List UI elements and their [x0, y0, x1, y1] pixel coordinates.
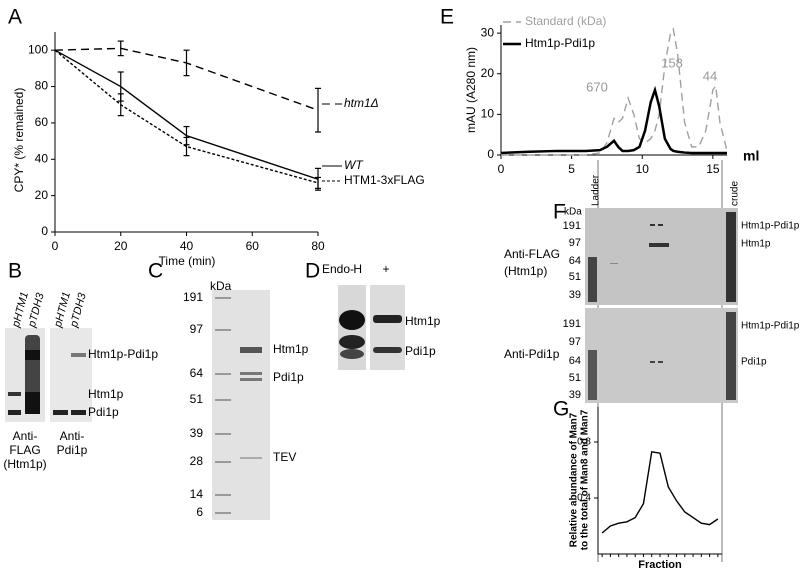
lane-label: +: [382, 262, 389, 276]
series-line: [54, 49, 319, 184]
antibody-label: FLAG: [9, 443, 40, 457]
marker-label: 28: [190, 454, 204, 468]
annotation: 44: [703, 68, 717, 83]
band-label: Pdi1p: [273, 370, 304, 384]
marker-label: 39: [569, 289, 581, 301]
x-axis-label: ml: [743, 148, 759, 164]
series-line: [54, 49, 319, 180]
band-label: Htm1p: [88, 387, 124, 401]
marker-label: 97: [569, 336, 581, 348]
y-tick-label: 30: [481, 25, 495, 39]
gel-c: [212, 290, 270, 520]
legend-label: Standard (kDa): [525, 14, 606, 28]
marker-label: 64: [569, 355, 581, 367]
unit-label: kDa: [564, 207, 582, 218]
y-axis-label: mAU (A280 nm): [464, 47, 478, 133]
y-tick-label: 40: [35, 151, 49, 165]
band-label: Htm1p-Pdi1p: [741, 321, 800, 332]
antibody-label: Anti-FLAG: [504, 247, 560, 261]
lane-label: crude: [730, 181, 741, 206]
antibody-label: Anti-: [60, 429, 85, 443]
series-label: WT: [344, 158, 364, 172]
antibody-label: Anti-Pdi1p: [504, 347, 560, 361]
y-tick-label: 0.4: [577, 493, 591, 504]
y-tick-label: 100: [28, 42, 48, 56]
band-label: Pdi1p: [88, 405, 119, 419]
series-line: [601, 450, 719, 534]
series-label: htm1Δ: [344, 96, 379, 110]
marker-label: 191: [563, 318, 581, 330]
marker-label: 64: [190, 366, 204, 380]
band-label: Htm1p: [741, 239, 771, 250]
antibody-label: (Htm1p): [3, 457, 46, 471]
x-tick-label: 40: [180, 239, 194, 253]
unit-label: kDa: [210, 279, 232, 293]
x-axis-label: Fraction: [638, 559, 682, 571]
panel-label: B: [8, 260, 22, 283]
marker-label: 97: [190, 322, 204, 336]
x-tick-label: 10: [636, 162, 650, 176]
band-label: Htm1p-Pdi1p: [88, 347, 158, 361]
antibody-label: Anti-: [13, 429, 38, 443]
gel-b: [5, 328, 92, 422]
marker-label: 191: [183, 290, 203, 304]
legend-label: Htm1p-Pdi1p: [525, 36, 595, 50]
y-tick-label: 10: [481, 107, 495, 121]
antibody-label: Pdi1p: [57, 443, 88, 457]
y-axis-label: to the total of Man8 and Man7: [580, 409, 591, 550]
y-tick-label: 20: [481, 66, 495, 80]
marker-label: 14: [190, 487, 204, 501]
x-tick-label: 20: [114, 239, 128, 253]
x-tick-label: 80: [311, 239, 325, 253]
y-tick-label: 20: [35, 188, 49, 202]
x-tick-label: 0: [52, 239, 59, 253]
band-label: Pdi1p: [741, 357, 767, 368]
gel-f: [585, 208, 738, 403]
y-axis-label: Relative abundance of Man7: [569, 412, 580, 547]
x-tick-label: 15: [706, 162, 720, 176]
marker-label: 64: [569, 255, 581, 267]
marker-label: 51: [569, 271, 581, 283]
series-line: [54, 47, 319, 111]
panel-label: E: [440, 6, 454, 29]
series-line: [500, 85, 727, 155]
y-tick-label: 0: [487, 147, 494, 161]
y-tick-label: 80: [35, 79, 49, 93]
marker-label: 51: [190, 392, 204, 406]
panel-label: G: [553, 398, 569, 421]
gel-d: [338, 285, 405, 370]
marker-label: 51: [569, 372, 581, 384]
series-label: HTM1-3xFLAG: [344, 173, 425, 187]
marker-label: 39: [190, 426, 204, 440]
y-tick-label: 0: [41, 224, 48, 238]
annotation: 158: [661, 55, 683, 70]
band-label: TEV: [273, 450, 296, 464]
band-label: Htm1p: [405, 314, 441, 328]
x-tick-label: 60: [246, 239, 260, 253]
y-tick-label: 0.8: [577, 437, 591, 448]
band-label: Htm1p-Pdi1p: [741, 221, 800, 232]
y-axis-label: CPY* (% remained): [12, 88, 26, 193]
panel-label: C: [148, 260, 163, 283]
marker-label: 191: [563, 220, 581, 232]
panel-label: D: [305, 260, 320, 283]
marker-label: 6: [196, 505, 203, 519]
antibody-label: (Htm1p): [504, 264, 547, 278]
x-tick-label: 5: [568, 162, 575, 176]
panel-label: A: [8, 6, 22, 29]
x-tick-label: 0: [498, 162, 505, 176]
band-label: Pdi1p: [405, 344, 436, 358]
lane-label: Ladder: [591, 174, 602, 206]
marker-label: 97: [569, 237, 581, 249]
y-tick-label: 60: [35, 115, 49, 129]
lane-label: -: [350, 262, 354, 276]
treatment-label: Endo H: [322, 262, 362, 276]
annotation: 670: [586, 79, 608, 94]
band-label: Htm1p: [273, 342, 309, 356]
x-axis-label: Time (min): [159, 254, 216, 268]
panel-label: F: [553, 201, 566, 224]
marker-label: 39: [569, 389, 581, 401]
